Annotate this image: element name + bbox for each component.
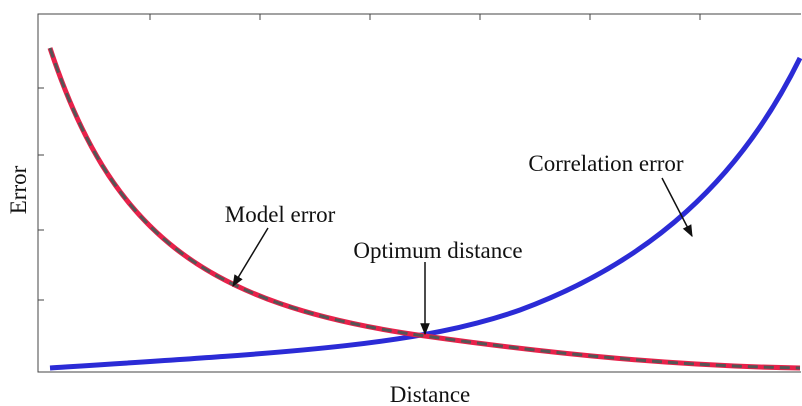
model-error-curve-dash [48, 47, 801, 370]
y-axis-label: Error [6, 165, 31, 214]
annotation: Model error [225, 202, 336, 227]
correlation-error-curve [49, 56, 802, 371]
annotation: Optimum distance [353, 238, 522, 263]
x-axis-label: Distance [390, 382, 470, 406]
arrow [232, 227, 269, 288]
arrow [661, 177, 693, 238]
plot-frame [37, 13, 801, 373]
annotation: Correlation error [528, 151, 684, 176]
